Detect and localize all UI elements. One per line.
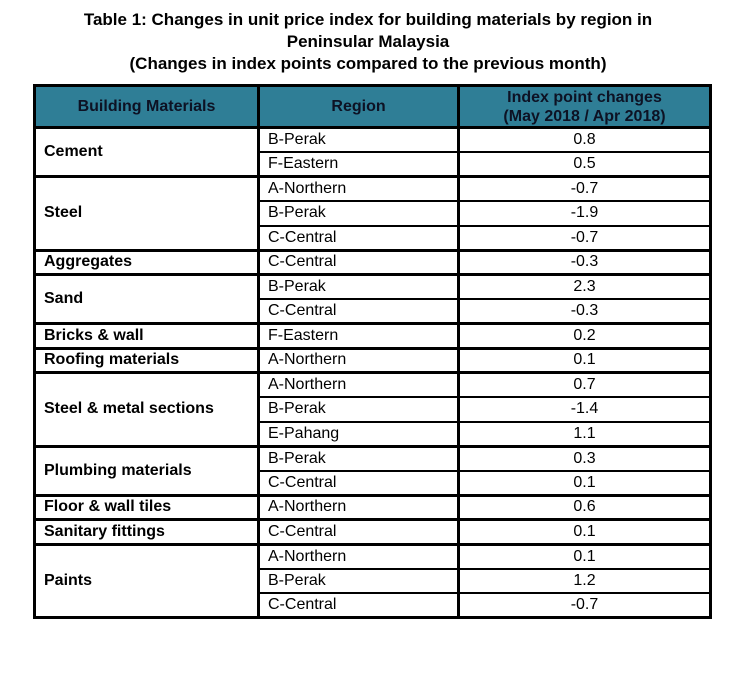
table-wrap: Building Materials Region Index point ch…: [33, 84, 736, 619]
table-row: Bricks & wall F-Eastern 0.2: [33, 322, 712, 349]
region-cell: A-Northern: [257, 346, 460, 374]
region-cell: B-Perak: [257, 200, 460, 227]
material-cell-roofing: Roofing materials: [33, 346, 260, 374]
table-row: Cement B-Perak 0.8: [33, 126, 712, 178]
table-row: Sand B-Perak 2.3: [33, 273, 712, 325]
table-row: C-Central -0.7: [35, 224, 712, 251]
region-cell: A-Northern: [257, 371, 460, 398]
value-cell: 0.1: [457, 518, 712, 545]
table-row: F-Eastern 0.5: [35, 151, 712, 178]
material-cell-steel: Steel: [33, 175, 260, 251]
col-header-index-line1: Index point changes: [507, 88, 662, 106]
materials-table: Building Materials Region Index point ch…: [33, 84, 712, 619]
material-cell-steel-metal-sections: Steel & metal sections: [33, 371, 260, 447]
material-cell-floor-wall-tiles: Floor & wall tiles: [33, 493, 260, 521]
region-cell: C-Central: [257, 248, 460, 276]
material-cell-sanitary: Sanitary fittings: [33, 518, 260, 545]
title-line-2: Peninsular Malaysia: [286, 32, 450, 51]
col-header-index-changes: Index point changes (May 2018 / Apr 2018…: [457, 84, 712, 129]
table-row: Aggregates C-Central -0.3: [33, 248, 712, 276]
material-cell-cement: Cement: [33, 126, 260, 178]
region-cell: B-Perak: [257, 567, 460, 594]
value-cell: 0.6: [457, 493, 712, 521]
table-row: E-Pahang 1.1: [35, 420, 712, 447]
table-row: Roofing materials A-Northern 0.1: [33, 346, 712, 374]
value-cell: 0.1: [457, 346, 712, 374]
value-cell: 1.1: [457, 420, 712, 447]
region-cell: C-Central: [257, 592, 460, 619]
region-cell: A-Northern: [257, 175, 460, 202]
table-row: Steel A-Northern -0.7: [33, 175, 712, 251]
header-row: Building Materials Region Index point ch…: [33, 84, 712, 129]
table-title: Table 1: Changes in unit price index for…: [0, 9, 736, 75]
table-row: Floor & wall tiles A-Northern 0.6: [33, 493, 712, 521]
col-header-building-materials: Building Materials: [33, 84, 260, 129]
region-cell: C-Central: [257, 518, 460, 545]
value-cell: 1.2: [457, 567, 712, 594]
region-cell: C-Central: [257, 298, 460, 325]
value-cell: -1.4: [457, 396, 712, 423]
region-cell: F-Eastern: [257, 322, 460, 349]
value-cell: -1.9: [457, 200, 712, 227]
region-cell: E-Pahang: [257, 420, 460, 447]
region-cell: A-Northern: [257, 493, 460, 521]
table-row: Sanitary fittings C-Central 0.1: [33, 518, 712, 545]
value-cell: 0.8: [457, 126, 712, 153]
material-cell-paints: Paints: [33, 542, 260, 619]
region-cell: A-Northern: [257, 542, 460, 570]
table-row: Paints A-Northern 0.1: [33, 542, 712, 619]
col-header-index-line2: (May 2018 / Apr 2018): [503, 107, 666, 125]
value-cell: 0.1: [457, 469, 712, 496]
material-cell-sand: Sand: [33, 273, 260, 325]
table-row: C-Central -0.7: [35, 592, 712, 619]
region-cell: B-Perak: [257, 444, 460, 472]
region-cell: B-Perak: [257, 126, 460, 153]
table-row: Steel & metal sections A-Northern 0.7: [33, 371, 712, 447]
value-cell: -0.7: [457, 175, 712, 202]
table-row: B-Perak -1.4: [35, 396, 712, 423]
value-cell: 0.3: [457, 444, 712, 472]
title-line-1: Table 1: Changes in unit price index for…: [83, 10, 653, 29]
value-cell: 0.7: [457, 371, 712, 398]
region-cell: C-Central: [257, 224, 460, 251]
material-cell-plumbing: Plumbing materials: [33, 444, 260, 496]
title-line-3: (Changes in index points compared to the…: [129, 54, 607, 73]
region-cell: B-Perak: [257, 396, 460, 423]
value-cell: 0.2: [457, 322, 712, 349]
value-cell: -0.3: [457, 298, 712, 325]
region-cell: C-Central: [257, 469, 460, 496]
table-row: C-Central -0.3: [35, 298, 712, 325]
col-header-region: Region: [257, 84, 460, 129]
value-cell: -0.7: [457, 592, 712, 619]
value-cell: -0.3: [457, 248, 712, 276]
value-cell: 0.1: [457, 542, 712, 570]
table-row: C-Central 0.1: [35, 469, 712, 496]
table-row: B-Perak -1.9: [35, 200, 712, 227]
material-cell-bricks-wall: Bricks & wall: [33, 322, 260, 349]
value-cell: 2.3: [457, 273, 712, 300]
region-cell: B-Perak: [257, 273, 460, 300]
table-row: Plumbing materials B-Perak 0.3: [33, 444, 712, 496]
value-cell: 0.5: [457, 151, 712, 178]
value-cell: -0.7: [457, 224, 712, 251]
material-cell-aggregates: Aggregates: [33, 248, 260, 276]
region-cell: F-Eastern: [257, 151, 460, 178]
